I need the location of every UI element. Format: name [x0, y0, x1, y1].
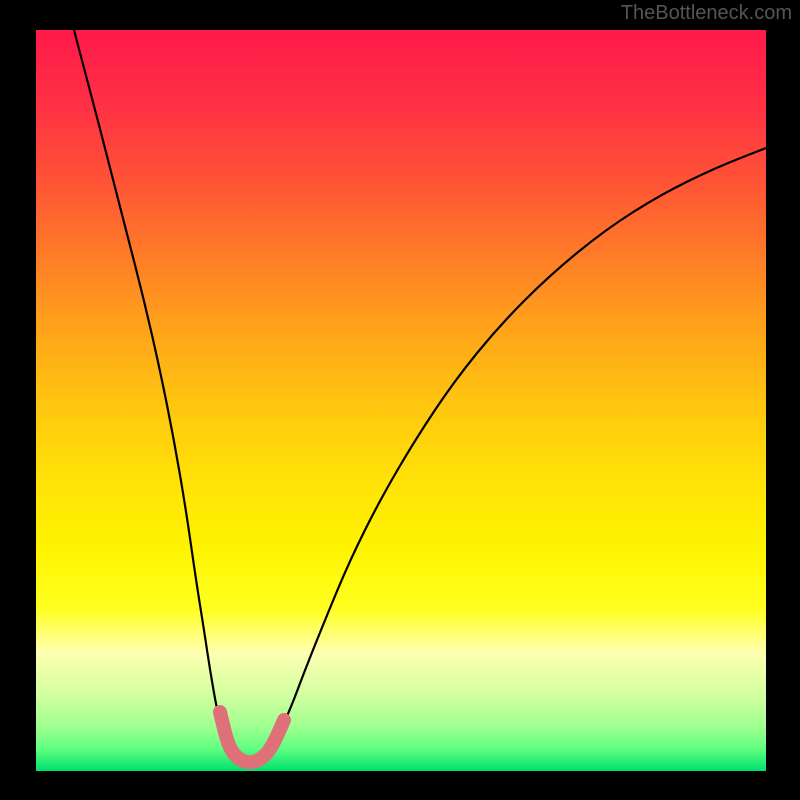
chart-svg — [0, 0, 800, 800]
watermark-text: TheBottleneck.com — [621, 2, 792, 25]
chart-container: TheBottleneck.com — [0, 0, 800, 800]
plot-background — [36, 30, 766, 771]
